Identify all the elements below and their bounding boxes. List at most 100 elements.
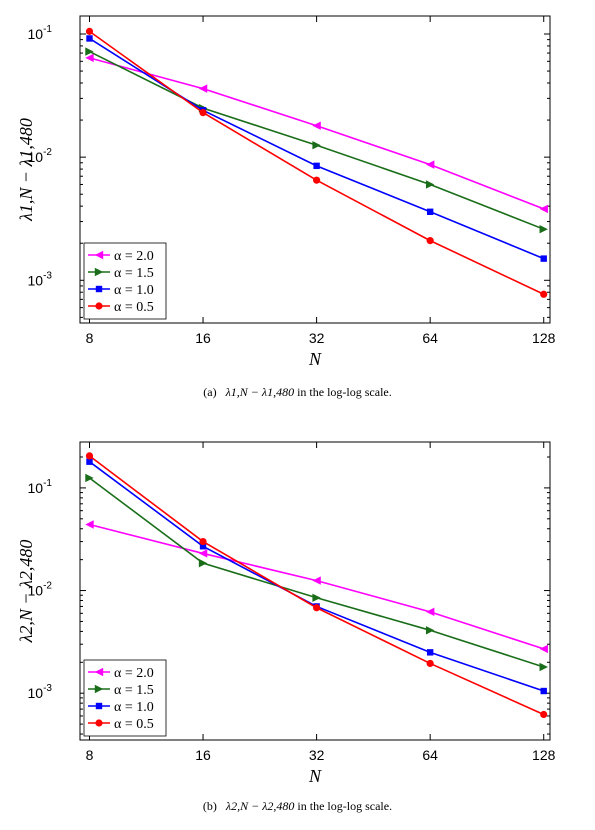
charta-ytick-label: 10-1 xyxy=(28,24,53,42)
chartb-xtick-label: 16 xyxy=(195,747,211,763)
charta-point-0-0 xyxy=(85,53,94,63)
caption-b-expr: λ2,N − λ2,480 xyxy=(225,799,295,813)
chartb-legend-marker-3 xyxy=(95,719,103,727)
chartb-ytick-label: 10-3 xyxy=(28,683,53,701)
chartb-point-0-3 xyxy=(425,607,435,617)
chartb-ytick-exp: -2 xyxy=(43,581,52,592)
charta-legend-label-2: α = 1.0 xyxy=(114,283,154,298)
charta-xtick-label: 16 xyxy=(195,330,211,346)
charta-xtick-label: 128 xyxy=(532,330,556,346)
chartb-xtick-label: 64 xyxy=(422,747,438,763)
chartb-point-1-0 xyxy=(85,473,94,483)
charta-point-2-0 xyxy=(86,35,93,42)
chartb-series-line-0 xyxy=(89,523,544,650)
charta-point-1-3 xyxy=(425,180,435,189)
chartb-point-0-1 xyxy=(198,549,208,558)
charta-ytick-base: 10 xyxy=(28,149,44,165)
chartb-legend-label-3: α = 0.5 xyxy=(114,717,154,732)
chartb-ytick-exp: -1 xyxy=(43,478,52,489)
chartb-legend-marker-2 xyxy=(95,702,103,710)
charta-xtick-label: 64 xyxy=(422,330,438,346)
chartb-legend-label-0: α = 2.0 xyxy=(114,666,154,681)
chartb-ytick-base: 10 xyxy=(28,583,44,599)
chartb-xtick-label: 128 xyxy=(532,747,556,763)
chartb-series-3 xyxy=(85,452,548,719)
charta-xtick-label: 8 xyxy=(86,330,94,346)
chartb-ytick-exp: -3 xyxy=(43,683,52,694)
charta-legend: α = 2.0 α = 1.5 α = 1.0 α = 0.5 xyxy=(83,242,167,320)
charta-xtick-label: 32 xyxy=(309,330,325,346)
chartb-xtick-label: 8 xyxy=(86,747,94,763)
charta-point-0-2 xyxy=(312,121,321,130)
charta-point-3-2 xyxy=(313,176,321,184)
chartb-point-0-0 xyxy=(85,520,94,529)
charta-point-1-2 xyxy=(312,141,321,150)
charta-series-3 xyxy=(85,27,548,298)
charta-point-2-4 xyxy=(540,255,547,262)
charta-legend-marker-2 xyxy=(95,285,103,293)
charta-ylabel: λ1,N − λ1,480 xyxy=(16,118,36,222)
chartb-point-2-1 xyxy=(199,543,207,550)
chartb-point-0-4 xyxy=(539,644,548,654)
charta-ytick-base: 10 xyxy=(28,272,44,288)
chartb-point-1-2 xyxy=(312,593,321,602)
chartb-point-1-4 xyxy=(539,662,548,672)
charta-ytick-base: 10 xyxy=(28,26,44,42)
charta-point-0-4 xyxy=(539,204,548,214)
chartb-legend-label-2: α = 1.0 xyxy=(114,700,154,715)
charta-ytick-exp: -3 xyxy=(43,270,52,281)
chartb-legend: α = 2.0 α = 1.5 α = 1.0 α = 0.5 xyxy=(83,659,167,737)
chartb-xlabel: N xyxy=(308,766,322,786)
caption-a-text: in the log-log scale. xyxy=(297,385,392,399)
charta-point-1-4 xyxy=(539,224,548,234)
chartb-series-2 xyxy=(86,458,547,695)
charta-point-3-3 xyxy=(426,237,434,245)
chartb-point-1-3 xyxy=(425,626,435,635)
chartb-point-3-4 xyxy=(540,710,548,719)
charta-point-3-4 xyxy=(540,290,548,298)
charta-point-0-1 xyxy=(198,84,208,93)
chartb-ytick-label: 10-1 xyxy=(28,478,53,496)
chartb-point-3-3 xyxy=(426,659,434,668)
charta-legend-label-0: α = 2.0 xyxy=(114,249,154,264)
chartb-legend-marker-1 xyxy=(94,684,104,694)
charta-legend-label-1: α = 1.5 xyxy=(114,266,154,281)
charta-point-3-0 xyxy=(85,27,94,35)
chartb-point-1-1 xyxy=(198,558,208,568)
caption-a-tag: (a) xyxy=(203,385,217,399)
caption-a-expr: λ1,N − λ1,480 xyxy=(225,385,295,399)
caption-b-text: in the log-log scale. xyxy=(297,799,393,813)
chartb-point-0-2 xyxy=(312,576,321,585)
charta-ytick-exp: -1 xyxy=(43,24,52,35)
charta-legend-marker-3 xyxy=(95,302,103,310)
chartb-point-3-2 xyxy=(313,604,321,612)
charta-ytick-label: 10-2 xyxy=(28,147,53,165)
chartb-point-3-0 xyxy=(85,452,94,460)
charta-ytick-exp: -2 xyxy=(43,147,52,158)
chartb-legend-marker-0 xyxy=(94,667,104,677)
caption-a: (a) λ1,N − λ1,480 in the log-log scale. xyxy=(0,385,595,400)
caption-b-tag: (b) xyxy=(202,799,217,813)
chartb-point-2-0 xyxy=(86,458,93,465)
charta-point-2-3 xyxy=(426,208,434,215)
charta-point-2-2 xyxy=(313,162,320,170)
chartb-ytick-label: 10-2 xyxy=(28,581,53,599)
chartb-ytick-base: 10 xyxy=(28,480,44,496)
chartb-series-line-2 xyxy=(89,461,544,692)
chartb-point-2-4 xyxy=(540,687,547,695)
chartb-legend-label-1: α = 1.5 xyxy=(114,683,154,698)
charta-legend-marker-0 xyxy=(94,250,104,260)
charta-point-0-3 xyxy=(425,160,435,169)
charta-point-3-1 xyxy=(199,108,207,117)
chartb-series-1 xyxy=(85,473,548,672)
chartb-ytick-base: 10 xyxy=(28,685,44,701)
chartb-point-2-3 xyxy=(426,649,434,656)
chartb-point-3-1 xyxy=(199,537,207,546)
chartb-ylabel: λ2,N − λ2,480 xyxy=(16,540,36,644)
charta-xlabel: N xyxy=(308,349,322,369)
charta-series-0 xyxy=(85,53,548,214)
